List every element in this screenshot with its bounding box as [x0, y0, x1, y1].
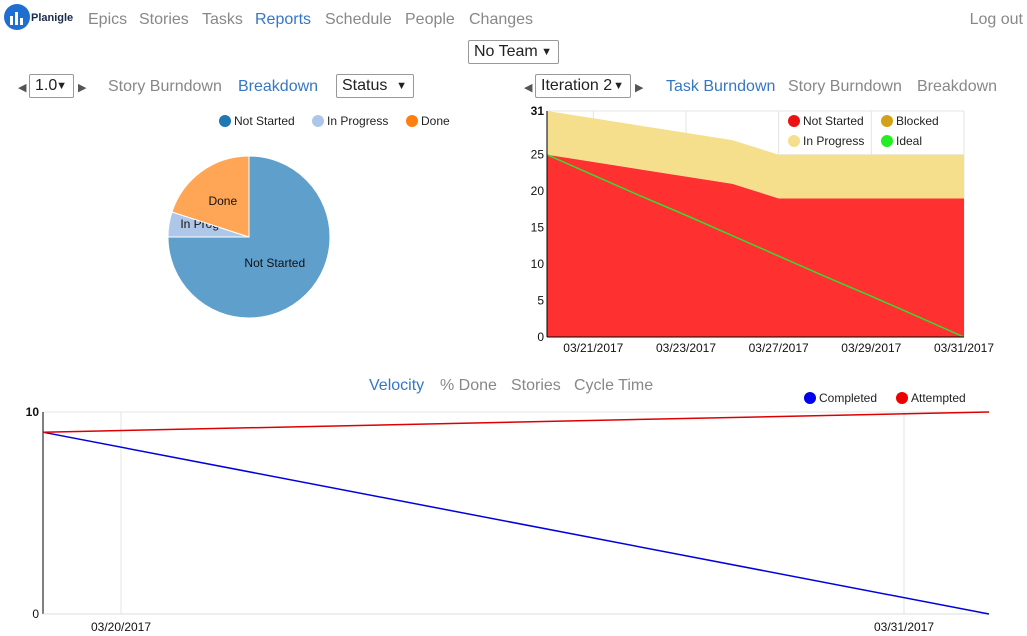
release-select[interactable]: 1.0 ▼: [29, 74, 74, 98]
logout-link[interactable]: Log out: [969, 11, 1023, 28]
burndown-legend-label: In Progress: [803, 134, 865, 148]
legend-dot: [896, 392, 908, 404]
attempted-line: [42, 411, 990, 433]
y-tick-label: 20: [531, 184, 545, 198]
pie-legend-label: In Progress: [327, 114, 389, 128]
burndown-legend-label: Ideal: [896, 134, 923, 148]
chevron-down-icon: ▼: [613, 80, 624, 92]
y-tick-label: 0: [32, 607, 39, 621]
nav-epics[interactable]: Epics: [88, 11, 128, 28]
x-tick-label: 03/27/2017: [749, 341, 809, 355]
y-tick-label: 10: [26, 405, 40, 419]
legend-dot: [881, 135, 893, 147]
tab-story-burndown-right[interactable]: Story Burndown: [788, 78, 902, 95]
tab-breakdown-left[interactable]: Breakdown: [238, 78, 319, 95]
logo-text: Planigle: [31, 12, 74, 24]
nav-schedule[interactable]: Schedule: [325, 11, 392, 28]
release-select-value: 1.0: [35, 77, 58, 94]
tab-cycle-time[interactable]: Cycle Time: [574, 377, 654, 394]
completed-line: [42, 431, 990, 615]
group-by-select-value: Status: [342, 77, 388, 94]
group-by-select[interactable]: Status ▼: [336, 74, 414, 98]
chevron-down-icon: ▼: [396, 80, 407, 92]
y-tick-label: 5: [537, 294, 544, 308]
x-tick-label: 03/20/2017: [91, 620, 151, 634]
legend-dot: [788, 135, 800, 147]
y-tick-label: 31: [531, 104, 545, 118]
chevron-down-icon: ▼: [56, 80, 67, 92]
nav-tasks[interactable]: Tasks: [202, 11, 243, 28]
burndown-legend-blocked[interactable]: Blocked: [881, 114, 939, 128]
pie-legend-not-started[interactable]: Not Started: [219, 114, 295, 128]
nav-stories[interactable]: Stories: [139, 11, 189, 28]
velocity-legend-attempted[interactable]: Attempted: [896, 391, 966, 405]
tab-stories[interactable]: Stories: [511, 377, 561, 394]
logo-mark-icon: [4, 4, 30, 30]
y-tick-label: 0: [537, 330, 544, 344]
burndown-legend-label: Blocked: [896, 114, 939, 128]
ideal-line: [546, 154, 965, 338]
pie-slice-label: Done: [208, 194, 237, 208]
burndown-legend-ideal[interactable]: Ideal: [881, 134, 922, 148]
area-in-progress: [547, 111, 964, 199]
velocity-chart: 0 10 03/20/2017 03/31/2017: [26, 405, 990, 634]
next-release-icon[interactable]: ▶: [78, 82, 87, 94]
nav-changes[interactable]: Changes: [469, 11, 534, 28]
tab-story-burndown-left[interactable]: Story Burndown: [108, 78, 222, 95]
pie-legend-done[interactable]: Done: [406, 114, 450, 128]
previous-release-icon[interactable]: ◀: [18, 82, 27, 94]
x-tick-label: 03/29/2017: [841, 341, 901, 355]
pie-legend-label: Not Started: [234, 114, 295, 128]
chevron-down-icon: ▼: [541, 46, 552, 58]
pie-legend-label: Done: [421, 114, 450, 128]
velocity-legend-label: Attempted: [911, 391, 966, 405]
next-iteration-icon[interactable]: ▶: [635, 82, 644, 94]
task-burndown-chart: 0 5 10 15 20 25 31 03/21/2017 03/23/2017 03/27/20…: [531, 104, 995, 355]
y-tick-label: 15: [531, 221, 545, 235]
iteration-select-value: Iteration 2: [541, 77, 613, 94]
previous-iteration-icon[interactable]: ◀: [524, 82, 533, 94]
pie-slice-done: [171, 155, 250, 238]
x-tick-label: 03/31/2017: [874, 620, 934, 634]
y-tick-label: 25: [531, 148, 545, 162]
pie-legend-in-progress[interactable]: In Progress: [312, 114, 388, 128]
tab-task-burndown[interactable]: Task Burndown: [666, 78, 776, 95]
nav-reports[interactable]: Reports: [255, 11, 312, 28]
y-tick-label: 10: [531, 257, 545, 271]
tab-breakdown-right[interactable]: Breakdown: [917, 78, 998, 95]
pie-slice-label: Not Started: [244, 256, 305, 270]
team-select[interactable]: No Team ▼: [468, 40, 559, 64]
legend-dot: [406, 115, 418, 127]
planigle-logo[interactable]: Planigle: [4, 4, 76, 34]
velocity-legend-label: Completed: [819, 391, 878, 405]
legend-dot: [312, 115, 324, 127]
burndown-legend-label: Not Started: [803, 114, 864, 128]
x-tick-label: 03/21/2017: [563, 341, 623, 355]
legend-dot: [219, 115, 231, 127]
legend-dot: [804, 392, 816, 404]
legend-dot: [788, 115, 800, 127]
x-tick-label: 03/31/2017: [934, 341, 994, 355]
nav-people[interactable]: People: [405, 11, 455, 28]
burndown-legend-not-started[interactable]: Not Started: [788, 114, 864, 128]
burndown-legend-in-progress[interactable]: In Progress: [788, 134, 864, 148]
velocity-legend-completed[interactable]: Completed: [804, 391, 877, 405]
tab-velocity[interactable]: Velocity: [369, 377, 425, 394]
team-select-value: No Team: [474, 43, 538, 60]
x-tick-label: 03/23/2017: [656, 341, 716, 355]
tab-percent-done[interactable]: % Done: [440, 377, 497, 394]
legend-dot: [881, 115, 893, 127]
iteration-select[interactable]: Iteration 2 ▼: [535, 74, 631, 98]
